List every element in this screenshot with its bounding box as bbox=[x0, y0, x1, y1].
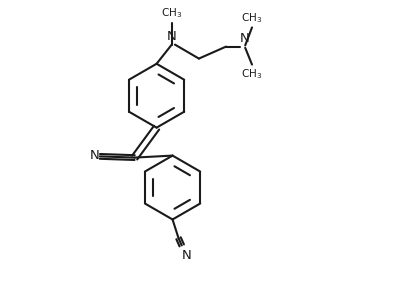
Text: N: N bbox=[90, 150, 100, 163]
Text: N: N bbox=[182, 249, 192, 262]
Text: CH$_3$: CH$_3$ bbox=[241, 11, 263, 25]
Text: CH$_3$: CH$_3$ bbox=[241, 67, 263, 81]
Text: N: N bbox=[240, 32, 250, 45]
Text: N: N bbox=[167, 30, 176, 43]
Text: CH$_3$: CH$_3$ bbox=[161, 6, 182, 20]
